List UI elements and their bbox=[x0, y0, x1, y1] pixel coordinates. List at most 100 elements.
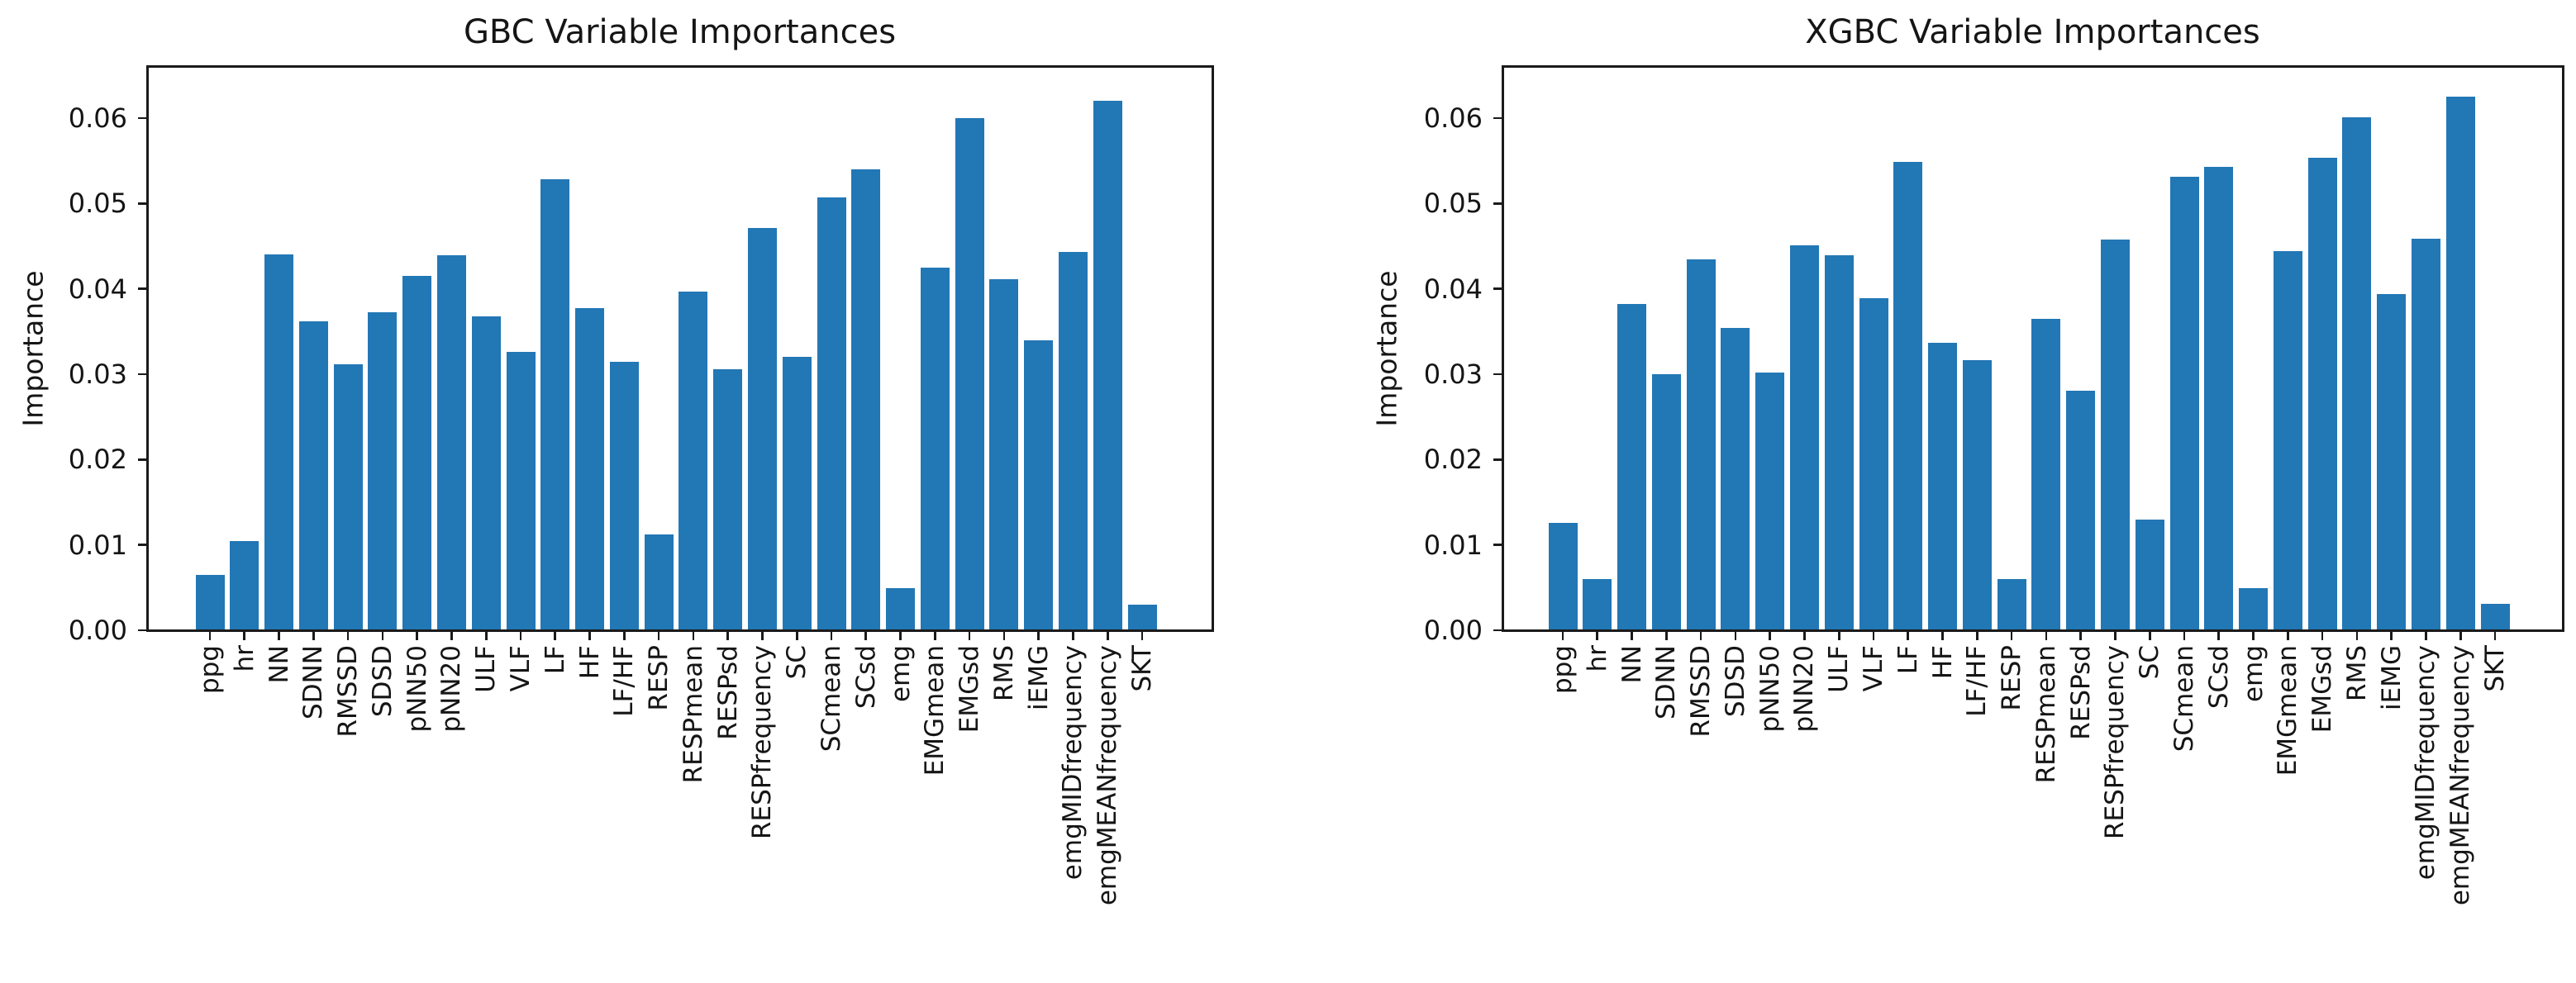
x-tick-label-text: LF bbox=[1893, 645, 1923, 675]
bar-EMGsd bbox=[2307, 157, 2337, 630]
x-tick bbox=[2217, 631, 2221, 640]
x-tick bbox=[1734, 631, 1737, 640]
bar-SDNN bbox=[298, 321, 328, 630]
y-tick-label: 0.03 bbox=[1423, 359, 1483, 390]
y-tick bbox=[137, 202, 146, 205]
x-tick bbox=[830, 631, 833, 640]
x-tick-label-text: emgMEANfrequency bbox=[2445, 645, 2476, 906]
bar-emgMIDfrequency bbox=[1058, 252, 1088, 630]
bar-RESPfrequency bbox=[747, 228, 777, 630]
bar-RMSSD bbox=[333, 363, 363, 630]
y-tick bbox=[137, 544, 146, 546]
x-tick-label: LF bbox=[1893, 645, 1924, 675]
x-tick bbox=[243, 631, 246, 640]
x-tick-label-text: EMGsd bbox=[2307, 645, 2338, 734]
x-tick-label-text: HF bbox=[574, 645, 605, 680]
bar-SDSD bbox=[1721, 328, 1750, 630]
x-tick bbox=[623, 631, 626, 640]
bar-LF/HF bbox=[609, 361, 639, 630]
x-tick bbox=[1699, 631, 1702, 640]
bar-SDNN bbox=[1651, 374, 1681, 630]
x-tick bbox=[1037, 631, 1040, 640]
y-tick-label: 0.03 bbox=[68, 359, 127, 390]
y-tick-label: 0.05 bbox=[1423, 188, 1483, 220]
y-tick bbox=[137, 373, 146, 376]
x-tick bbox=[381, 631, 384, 640]
y-tick bbox=[137, 116, 146, 120]
x-tick-label-text: SKT bbox=[2480, 645, 2510, 692]
x-tick-label: hr bbox=[229, 645, 260, 672]
x-tick bbox=[1976, 631, 1978, 640]
bar-RESPmean bbox=[2031, 318, 2061, 630]
bar-emgMEANfrequency bbox=[2445, 97, 2475, 630]
x-tick bbox=[208, 631, 212, 640]
bar-hr bbox=[230, 540, 260, 630]
x-tick bbox=[864, 631, 868, 640]
x-tick bbox=[2390, 631, 2393, 640]
x-tick-label-text: hr bbox=[229, 645, 260, 672]
x-tick-label-text: SDSD bbox=[1720, 645, 1750, 718]
x-tick bbox=[1803, 631, 1806, 640]
x-tick bbox=[450, 631, 453, 640]
x-tick-label-text: hr bbox=[1582, 645, 1612, 672]
x-tick bbox=[1872, 631, 1875, 640]
x-tick bbox=[312, 631, 315, 640]
y-tick-label: 0.02 bbox=[1423, 444, 1483, 476]
y-tick-label: 0.02 bbox=[68, 444, 127, 476]
bar-iEMG bbox=[2377, 293, 2407, 630]
bar-emg bbox=[886, 588, 916, 630]
plot-area bbox=[1501, 64, 2564, 632]
y-tick-label: 0.00 bbox=[1423, 615, 1483, 646]
y-tick bbox=[1493, 458, 1502, 461]
x-tick bbox=[2183, 631, 2186, 640]
x-tick bbox=[588, 631, 591, 640]
x-tick bbox=[1907, 631, 1910, 640]
bar-ppg bbox=[1548, 522, 1578, 630]
chart-title: XGBC Variable Importances bbox=[1805, 13, 2260, 51]
bar-EMGsd bbox=[955, 118, 984, 630]
x-tick-label-text: SCsd bbox=[2203, 645, 2234, 710]
x-tick-label-text: NN bbox=[264, 645, 294, 684]
bar-ULF bbox=[471, 316, 501, 630]
y-tick-label: 0.01 bbox=[68, 529, 127, 561]
x-tick bbox=[1837, 631, 1840, 640]
x-tick bbox=[2459, 631, 2462, 640]
y-tick bbox=[137, 629, 146, 632]
bar-ULF bbox=[1824, 255, 1854, 630]
bar-SCmean bbox=[817, 197, 846, 630]
x-tick-label-text: ppg bbox=[1548, 645, 1578, 695]
x-tick-label-text: LF/HF bbox=[1962, 645, 1993, 717]
x-tick bbox=[1072, 631, 1074, 640]
x-tick bbox=[1769, 631, 1771, 640]
x-tick bbox=[1631, 631, 1633, 640]
bar-pNN50 bbox=[402, 276, 432, 630]
x-tick-label-text: VLF bbox=[1859, 645, 1888, 692]
x-tick bbox=[2079, 631, 2082, 640]
x-tick-label-text: RESPmean bbox=[678, 645, 708, 784]
x-tick-label-text: RESPfrequency bbox=[2100, 645, 2131, 839]
x-tick bbox=[726, 631, 729, 640]
bar-SCsd bbox=[2204, 166, 2234, 630]
bar-RMS bbox=[2342, 116, 2372, 630]
x-tick-label: LF bbox=[540, 645, 571, 674]
bar-HF bbox=[575, 308, 605, 630]
x-tick-label-text: emg bbox=[885, 645, 916, 702]
x-tick-label-text: RESP bbox=[1997, 645, 2027, 711]
y-tick-label: 0.06 bbox=[68, 102, 127, 135]
bar-RESPmean bbox=[679, 291, 708, 630]
x-tick-label-text: VLF bbox=[506, 645, 536, 692]
x-tick bbox=[1106, 631, 1109, 640]
bar-pNN50 bbox=[1755, 372, 1785, 630]
x-tick-label-text: ppg bbox=[195, 645, 225, 695]
y-tick bbox=[1493, 202, 1502, 205]
x-tick bbox=[2287, 631, 2289, 640]
x-tick-label-text: SC bbox=[782, 645, 812, 680]
bar-RMS bbox=[989, 279, 1019, 630]
x-tick bbox=[657, 631, 660, 640]
x-tick-label-text: SC bbox=[2135, 645, 2165, 680]
x-tick bbox=[1941, 631, 1944, 640]
x-tick-label-text: SCmean bbox=[2169, 645, 2199, 753]
x-tick bbox=[2148, 631, 2151, 640]
bar-SKT bbox=[1127, 605, 1157, 630]
